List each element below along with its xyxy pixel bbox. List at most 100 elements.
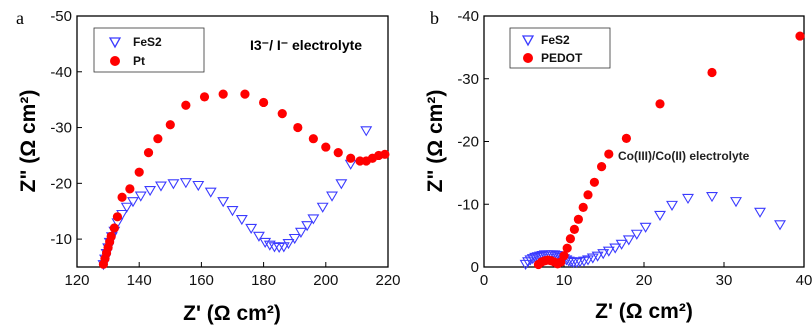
- panel-a-pt-point: [125, 184, 135, 194]
- panel-a-legend-fes2-label: FeS2: [133, 35, 162, 49]
- panel-a-fes2-point: [277, 242, 290, 253]
- panel-a-y-tick-label: -40: [50, 64, 72, 81]
- panel-a-fes2-point: [226, 206, 239, 217]
- panel-b-fes2-point: [730, 197, 742, 208]
- panel-a-fes2-point: [134, 191, 147, 202]
- panel-b-pedot-point: [578, 202, 588, 212]
- panel-b-electrolyte-annotation: Co(III)/Co(II) electrolyte: [618, 149, 750, 163]
- panel-a-fes2-point: [192, 180, 205, 192]
- panel-a-electrolyte-annotation: I3⁻/ I⁻ electrolyte: [250, 37, 362, 53]
- panel-b-pedot-point: [707, 67, 717, 78]
- panel-b-pedot-point: [573, 214, 584, 224]
- panel-b-y-tick-label: -10: [457, 196, 479, 213]
- panel-b-label: b: [430, 8, 439, 28]
- panel-a-fes2-point: [217, 197, 230, 208]
- panel-a-fes2-point: [335, 179, 348, 190]
- panel-a-x-tick-label: 120: [64, 272, 89, 289]
- panel-a-legend-pt-label: Pt: [133, 54, 145, 68]
- panel-b-fes2-point: [654, 210, 666, 222]
- panel-b-fes2-point: [615, 239, 628, 250]
- panel-a-plot-frame: [76, 15, 389, 268]
- panel-b-legend: FeS2 PEDOT: [509, 27, 611, 69]
- panel-a-x-tick-label: 160: [189, 272, 214, 289]
- panel-b-pedot-point: [604, 149, 614, 159]
- panel-a-fes2-point: [235, 214, 248, 226]
- panel-a: a 120 140 160 180 200 220 -50 -40 -30 -20 -10 FeS2…: [16, 8, 401, 325]
- panel-a-pt-point: [117, 192, 127, 202]
- panel-a-pt-point: [333, 148, 343, 158]
- panel-a-fes2-point: [273, 242, 286, 254]
- panel-b-fes2-point: [666, 200, 678, 211]
- panel-a-pt-point: [277, 109, 287, 119]
- panel-b-fes2-point: [774, 220, 786, 231]
- panel-b-pedot-point: [565, 234, 576, 244]
- panel-a-fes2-point: [360, 126, 373, 137]
- panel-a-pt-point: [112, 212, 123, 222]
- panel-b-x-axis-label: Z' (Ω cm²): [595, 300, 693, 323]
- panel-a-y-tick-label: -20: [50, 175, 72, 192]
- panel-b-fes2-point: [562, 256, 575, 267]
- panel-b-fes2-point: [526, 254, 539, 265]
- panel-a-x-tick-label: 200: [313, 272, 338, 289]
- panel-b-pedot-point: [795, 31, 805, 41]
- panel-a-fes2-point: [155, 181, 167, 192]
- panel-b-fes2-point: [706, 192, 718, 203]
- panel-a-fes2-point: [120, 202, 133, 213]
- panel-a-fes2-point: [301, 221, 314, 232]
- panel-b-fes2-point: [597, 249, 610, 260]
- panel-a-label: a: [16, 8, 24, 28]
- panel-b-legend-fes2-label: FeS2: [541, 33, 570, 47]
- panel-b-fes2-point: [519, 259, 532, 270]
- panel-b-fes2-point: [524, 255, 537, 266]
- panel-b-fes2-point: [548, 250, 561, 261]
- panel-b-fes2-point: [570, 257, 583, 269]
- panel-a-legend: FeS2 Pt: [93, 27, 205, 73]
- panel-a-pt-point: [240, 89, 250, 99]
- panel-b-legend-fes2-marker: [521, 35, 535, 47]
- panel-b-fes2-point: [682, 193, 694, 205]
- panel-b-fes2-point: [639, 222, 652, 233]
- panel-a-fes2-point: [252, 231, 265, 242]
- panel-a-x-tick-label: 140: [127, 272, 152, 289]
- panel-b-y-tick-label: -40: [457, 8, 479, 25]
- panel-a-pt-point: [181, 100, 191, 110]
- panel-b-x-tick-label: 10: [556, 272, 573, 289]
- panel-b-x-tick-label: 20: [636, 272, 653, 289]
- panel-b-fes2-point: [522, 257, 534, 268]
- panel-a-pt-point: [308, 134, 318, 144]
- panel-a-pt-point: [134, 167, 144, 177]
- panel-b-legend-pedot-label: PEDOT: [541, 51, 583, 65]
- panel-a-pt-point: [346, 153, 356, 163]
- panel-b-y-axis-label: Z" (Ω cm²): [424, 90, 447, 193]
- panel-a-fes2-point: [294, 227, 307, 238]
- panel-a-x-axis-label: Z' (Ω cm²): [183, 302, 281, 325]
- panel-a-pt-point: [321, 142, 331, 152]
- panel-b-fes2-point: [754, 207, 766, 218]
- panel-a-pt-point: [143, 148, 154, 158]
- panel-b-fes2-point: [602, 246, 615, 257]
- panel-b-pedot-point: [562, 243, 572, 253]
- panel-b-pedot-point: [569, 224, 580, 234]
- panel-a-pt-point: [165, 120, 175, 130]
- panel-a-pt-point: [109, 223, 119, 233]
- panel-a-fes2-point: [316, 202, 329, 213]
- panel-a-fes2-point: [167, 179, 180, 190]
- panel-b-legend-pedot-marker: [523, 53, 533, 63]
- panel-b-y-tick-label: -20: [457, 134, 479, 151]
- panel-b-x-tick-label: 40: [796, 272, 812, 289]
- panel-b-pedot-point: [597, 162, 607, 172]
- panel-a-y-tick-label: -50: [50, 8, 72, 25]
- panel-a-legend-pt-marker: [110, 56, 120, 66]
- panel-a-fes2-point: [268, 242, 281, 253]
- panel-b-pedot-point: [559, 251, 569, 261]
- panel-b-fes2-point: [591, 251, 604, 262]
- panel-a-pt-point: [106, 231, 116, 241]
- panel-b-fes2-point: [630, 229, 643, 240]
- panel-b-x-tick-label: 30: [716, 272, 733, 289]
- panel-b-pedot-point: [583, 190, 593, 200]
- panel-a-fes2-point: [144, 185, 157, 197]
- panel-a-x-tick-label: 180: [251, 272, 276, 289]
- panel-b-fes2-point: [582, 255, 594, 266]
- panel-a-fes2-point: [179, 178, 192, 189]
